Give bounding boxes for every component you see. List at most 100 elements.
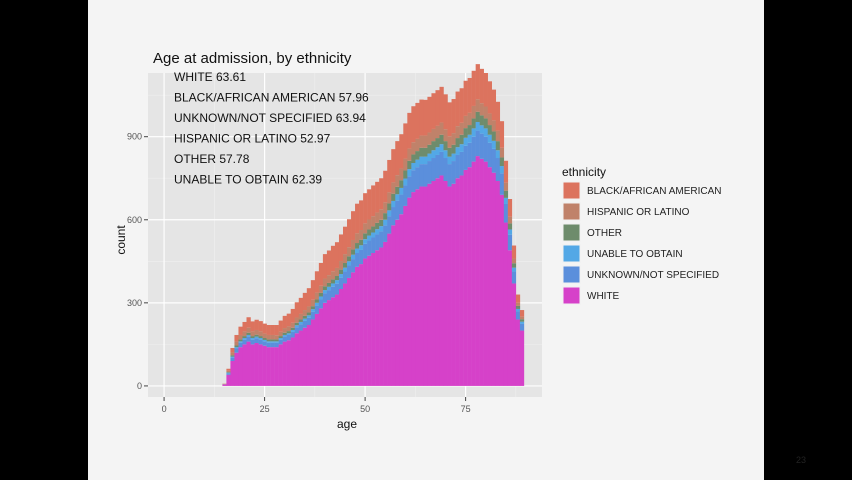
bar-segment xyxy=(455,178,460,386)
legend-swatch xyxy=(563,203,580,220)
bar-segment xyxy=(511,271,517,284)
bar-segment xyxy=(423,147,428,157)
bar-segment xyxy=(395,141,400,176)
bar-segment xyxy=(435,138,440,148)
bar-segment xyxy=(230,355,235,357)
bar-segment xyxy=(519,321,525,324)
bar-segment xyxy=(254,336,259,339)
bar-segment xyxy=(503,203,509,223)
bar-segment xyxy=(463,128,468,138)
bar-segment xyxy=(391,193,396,201)
page-number: 23 xyxy=(796,455,807,465)
bar-segment xyxy=(250,331,255,337)
bar-segment xyxy=(419,135,424,148)
bar-segment xyxy=(359,239,364,246)
bar-segment xyxy=(491,89,497,121)
bar-segment xyxy=(250,344,255,386)
bar-segment xyxy=(375,222,380,230)
bar-segment xyxy=(519,310,525,317)
bar-segment xyxy=(262,345,267,386)
bar-segment xyxy=(455,154,460,179)
bar-segment xyxy=(483,161,488,386)
bar-segment xyxy=(407,112,412,149)
bar-segment xyxy=(290,308,295,323)
bar-segment xyxy=(479,125,484,134)
bar-segment xyxy=(355,253,360,267)
bar-segment xyxy=(443,94,448,130)
bar-segment xyxy=(503,182,509,191)
legend-swatch xyxy=(563,287,580,304)
bar-segment xyxy=(242,339,247,345)
bar-segment xyxy=(483,136,488,162)
bar-segment xyxy=(487,81,492,114)
legend-label: UNABLE TO OBTAIN xyxy=(587,249,683,260)
bar-segment xyxy=(250,338,255,340)
bar-segment xyxy=(471,136,476,162)
bar-segment xyxy=(334,242,340,268)
bar-segment xyxy=(310,306,316,310)
bar-segment xyxy=(351,249,356,255)
bar-segment xyxy=(318,262,324,286)
bar-segment xyxy=(375,229,380,235)
bar-segment xyxy=(407,169,412,177)
bar-segment xyxy=(507,250,513,386)
bar-segment xyxy=(322,302,328,386)
bar-segment xyxy=(423,164,428,187)
bar-segment xyxy=(399,168,404,181)
bar-segment xyxy=(234,334,239,342)
bar-segment xyxy=(298,324,304,331)
bar-segment xyxy=(463,169,468,386)
bar-segment xyxy=(383,202,388,214)
bar-segment xyxy=(411,106,416,143)
bar-segment xyxy=(294,327,300,334)
bar-segment xyxy=(439,86,444,123)
bar-segment xyxy=(282,341,287,386)
legend-swatch xyxy=(563,266,580,283)
bar-segment xyxy=(226,370,231,373)
bar-segment xyxy=(318,296,324,300)
bar-segment xyxy=(306,306,312,313)
bar-segment xyxy=(274,341,279,343)
bar-segment xyxy=(230,356,235,358)
bar-segment xyxy=(363,233,368,240)
bar-segment xyxy=(266,325,271,335)
bar-segment xyxy=(359,230,364,240)
bar-segment xyxy=(270,339,275,342)
bar-segment xyxy=(423,99,428,136)
bar-segment xyxy=(415,159,420,168)
bar-segment xyxy=(423,186,428,386)
bar-segment xyxy=(383,213,388,220)
bar-segment xyxy=(363,243,368,259)
bar-segment xyxy=(254,329,259,335)
bar-segment xyxy=(511,258,517,264)
bar-segment xyxy=(246,341,251,386)
bar-segment xyxy=(447,102,452,137)
bar-segment xyxy=(407,148,412,161)
bar-segment xyxy=(367,235,372,241)
bar-segment xyxy=(515,294,521,303)
bar-segment xyxy=(467,167,472,386)
bar-segment xyxy=(294,317,300,323)
bar-segment xyxy=(515,319,521,386)
bar-segment xyxy=(270,347,275,386)
bar-segment xyxy=(415,151,420,160)
bar-segment xyxy=(318,299,324,309)
bar-segment xyxy=(338,269,344,275)
bar-segment xyxy=(479,133,484,159)
bar-segment xyxy=(262,323,267,334)
bar-segment xyxy=(306,325,312,386)
bar-segment xyxy=(306,312,312,316)
bar-segment xyxy=(443,181,448,386)
bar-segment xyxy=(359,200,364,231)
bar-segment xyxy=(290,331,295,338)
bar-segment xyxy=(443,150,448,159)
bar-segment xyxy=(403,205,408,386)
bar-segment xyxy=(246,336,251,342)
bar-segment xyxy=(242,336,247,339)
bar-segment xyxy=(411,170,416,193)
bar-segment xyxy=(286,313,291,327)
bar-segment xyxy=(242,331,247,337)
bar-segment xyxy=(411,163,416,171)
bar-segment xyxy=(347,219,352,248)
bar-segment xyxy=(322,286,328,291)
